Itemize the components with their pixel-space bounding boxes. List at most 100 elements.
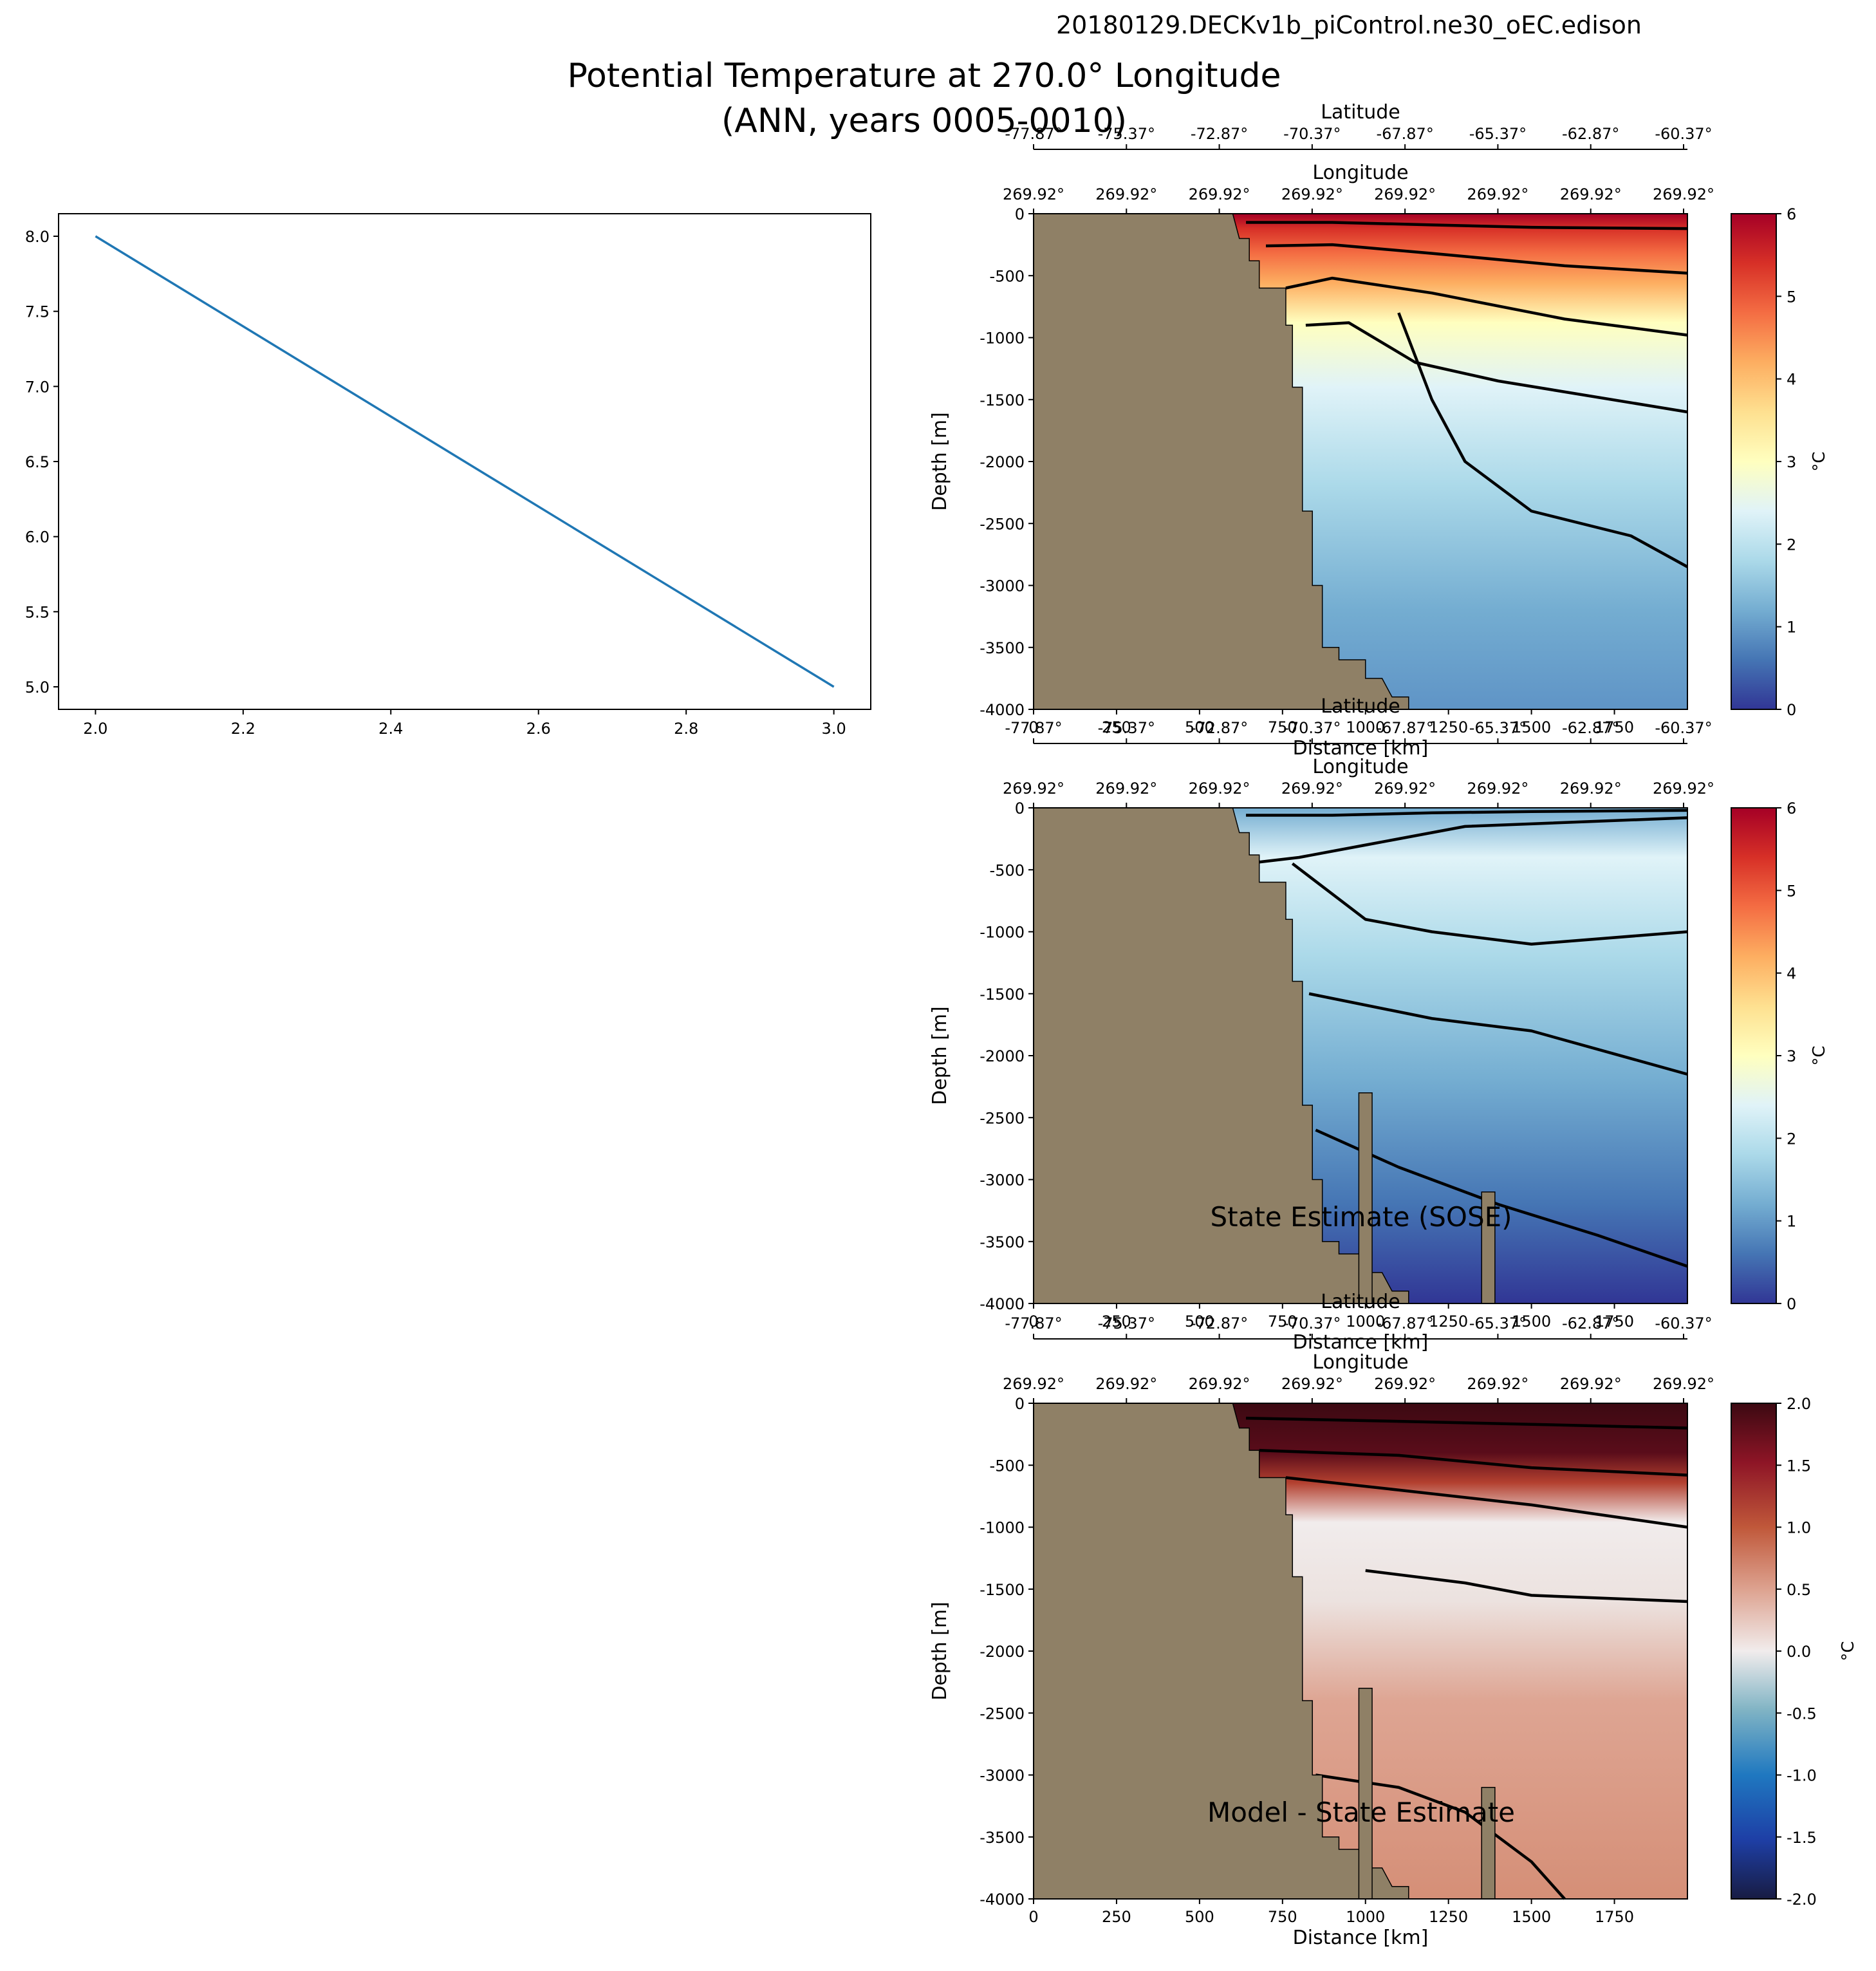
latitude-tick-label: -77.87°: [1005, 719, 1062, 737]
run-name: 20180129.DECKv1b_piControl.ne30_oEC.edis…: [1056, 11, 1642, 39]
distance-tick-label: 0: [1028, 718, 1038, 736]
colorbar-tick-label: 1.0: [1787, 1519, 1811, 1537]
x-tick-label: 2.8: [674, 720, 698, 738]
colorbar-tick-label: 1: [1787, 619, 1796, 637]
x-tick-label: 2.6: [526, 720, 551, 738]
longitude-tick-label: 269.92°: [1374, 1375, 1436, 1393]
contour-line: [1305, 321, 1688, 414]
x-tick-label: 2.4: [378, 720, 403, 738]
colorbar-tick-label: 3: [1787, 1047, 1796, 1065]
latitude-tick-label: -75.37°: [1098, 1314, 1155, 1332]
longitude-tick-label: 269.92°: [1560, 1375, 1622, 1393]
distance-tick-label: 1250: [1429, 1908, 1468, 1926]
longitude-tick-label: 269.92°: [1189, 185, 1250, 203]
distance-tick-label: 250: [1102, 1908, 1131, 1926]
colorbar-tick-label: 6: [1787, 205, 1796, 223]
colorbar-tick-label: -1.0: [1787, 1767, 1817, 1785]
distance-tick-label: 1500: [1512, 1312, 1551, 1331]
latitude-tick-label: -77.87°: [1005, 1314, 1062, 1332]
colorbar-label: °C: [1810, 1045, 1829, 1065]
depth-tick-label: -3500: [980, 1233, 1025, 1251]
longitude-tick-label: 269.92°: [1095, 780, 1157, 798]
depth-tick-label: 0: [1015, 799, 1025, 817]
contour-line: [1246, 808, 1688, 817]
depth-tick-label: -3000: [980, 1172, 1025, 1190]
depth-tick-label: -1000: [980, 330, 1025, 348]
distance-axis-label: Distance [km]: [1293, 1331, 1429, 1354]
depth-tick-label: -3000: [980, 577, 1025, 595]
colorbar: [1731, 213, 1777, 710]
depth-tick-label: -4000: [980, 701, 1025, 719]
longitude-tick-label: 269.92°: [1189, 1375, 1250, 1393]
longitude-tick-label: 269.92°: [1467, 185, 1528, 203]
longitude-tick-label: 269.92°: [1653, 780, 1714, 798]
longitude-axis-label: Longitude: [1312, 162, 1408, 184]
longitude-tick-label: 269.92°: [1653, 1375, 1714, 1393]
colorbar-tick-label: 4: [1787, 371, 1796, 389]
depth-tick-label: -2500: [980, 1109, 1025, 1127]
contour-line: [1259, 1448, 1688, 1477]
latitude-tick-label: -70.37°: [1283, 1314, 1341, 1332]
contour-line: [1285, 1476, 1688, 1529]
distance-tick-label: 1000: [1346, 1312, 1385, 1331]
seamount: [1358, 1092, 1373, 1304]
longitude-tick-label: 269.92°: [1003, 1375, 1064, 1393]
colorbar-tick-label: 6: [1787, 799, 1796, 817]
panel-title: Model - State Estimate: [1207, 1797, 1515, 1828]
colorbar-tick-label: 2.0: [1787, 1395, 1811, 1413]
depth-tick-label: -1000: [980, 1519, 1025, 1537]
depth-tick-label: -1500: [980, 391, 1025, 409]
longitude-tick-label: 269.92°: [1374, 780, 1436, 798]
distance-tick-label: 500: [1185, 718, 1214, 736]
contour-line: [1245, 816, 1688, 865]
distance-tick-label: 1500: [1512, 718, 1551, 736]
depth-tick-label: -3500: [980, 1829, 1025, 1847]
longitude-tick-label: 269.92°: [1189, 780, 1250, 798]
longitude-tick-label: 269.92°: [1281, 185, 1343, 203]
y-tick-label: 6.5: [25, 453, 50, 471]
distance-tick-label: 1000: [1346, 1908, 1385, 1926]
line-series: [95, 235, 835, 688]
longitude-axis-label: Longitude: [1312, 1351, 1408, 1374]
latitude-tick-label: -67.87°: [1376, 719, 1433, 737]
contour-line: [1265, 243, 1688, 275]
depth-tick-label: -500: [990, 861, 1025, 879]
longitude-tick-label: 269.92°: [1374, 185, 1436, 203]
latitude-tick-label: -65.37°: [1469, 1314, 1527, 1332]
land-mask: [1033, 213, 1409, 710]
distance-tick-label: 0: [1028, 1908, 1038, 1926]
seamount: [1358, 1688, 1373, 1900]
distance-tick-label: 1500: [1512, 1908, 1551, 1926]
distance-axis-label: Distance [km]: [1293, 737, 1429, 760]
latitude-tick-label: -65.37°: [1469, 125, 1527, 143]
longitude-tick-label: 269.92°: [1003, 780, 1064, 798]
longitude-tick-label: 269.92°: [1560, 780, 1622, 798]
longitude-tick-label: 269.92°: [1281, 1375, 1343, 1393]
depth-tick-label: -500: [990, 267, 1025, 285]
depth-axis-label: Depth [m]: [929, 412, 951, 511]
colorbar-tick-label: 0.0: [1787, 1643, 1811, 1661]
latitude-tick-label: -77.87°: [1005, 125, 1062, 143]
latitude-tick-label: -62.87°: [1562, 1314, 1619, 1332]
depth-tick-label: -1000: [980, 924, 1025, 942]
distance-tick-label: 1750: [1595, 1908, 1634, 1926]
distance-tick-label: 750: [1268, 718, 1297, 736]
longitude-tick-label: 269.92°: [1095, 1375, 1157, 1393]
colorbar-label: °C: [1839, 1641, 1858, 1661]
contour-line: [1285, 276, 1688, 337]
difference-panel: 0 250 500 750 1000 1250 1500 1750 Distance [km] 0…: [929, 1291, 1858, 1949]
colorbar: [1731, 807, 1777, 1304]
distance-tick-label: 1750: [1595, 718, 1634, 736]
colorbar-tick-label: 0: [1787, 1295, 1796, 1313]
distance-tick-label: 250: [1102, 1312, 1131, 1331]
longitude-axis-label: Longitude: [1312, 756, 1408, 778]
colorbar-tick-label: 2: [1787, 1130, 1796, 1148]
latitude-axis-label: Latitude: [1321, 101, 1400, 124]
colorbar-tick-label: -2.0: [1787, 1891, 1817, 1909]
depth-tick-label: -2500: [980, 515, 1025, 533]
longitude-tick-label: 269.92°: [1467, 1375, 1528, 1393]
latitude-tick-label: -67.87°: [1376, 1314, 1433, 1332]
colorbar-tick-label: 5: [1787, 882, 1796, 900]
